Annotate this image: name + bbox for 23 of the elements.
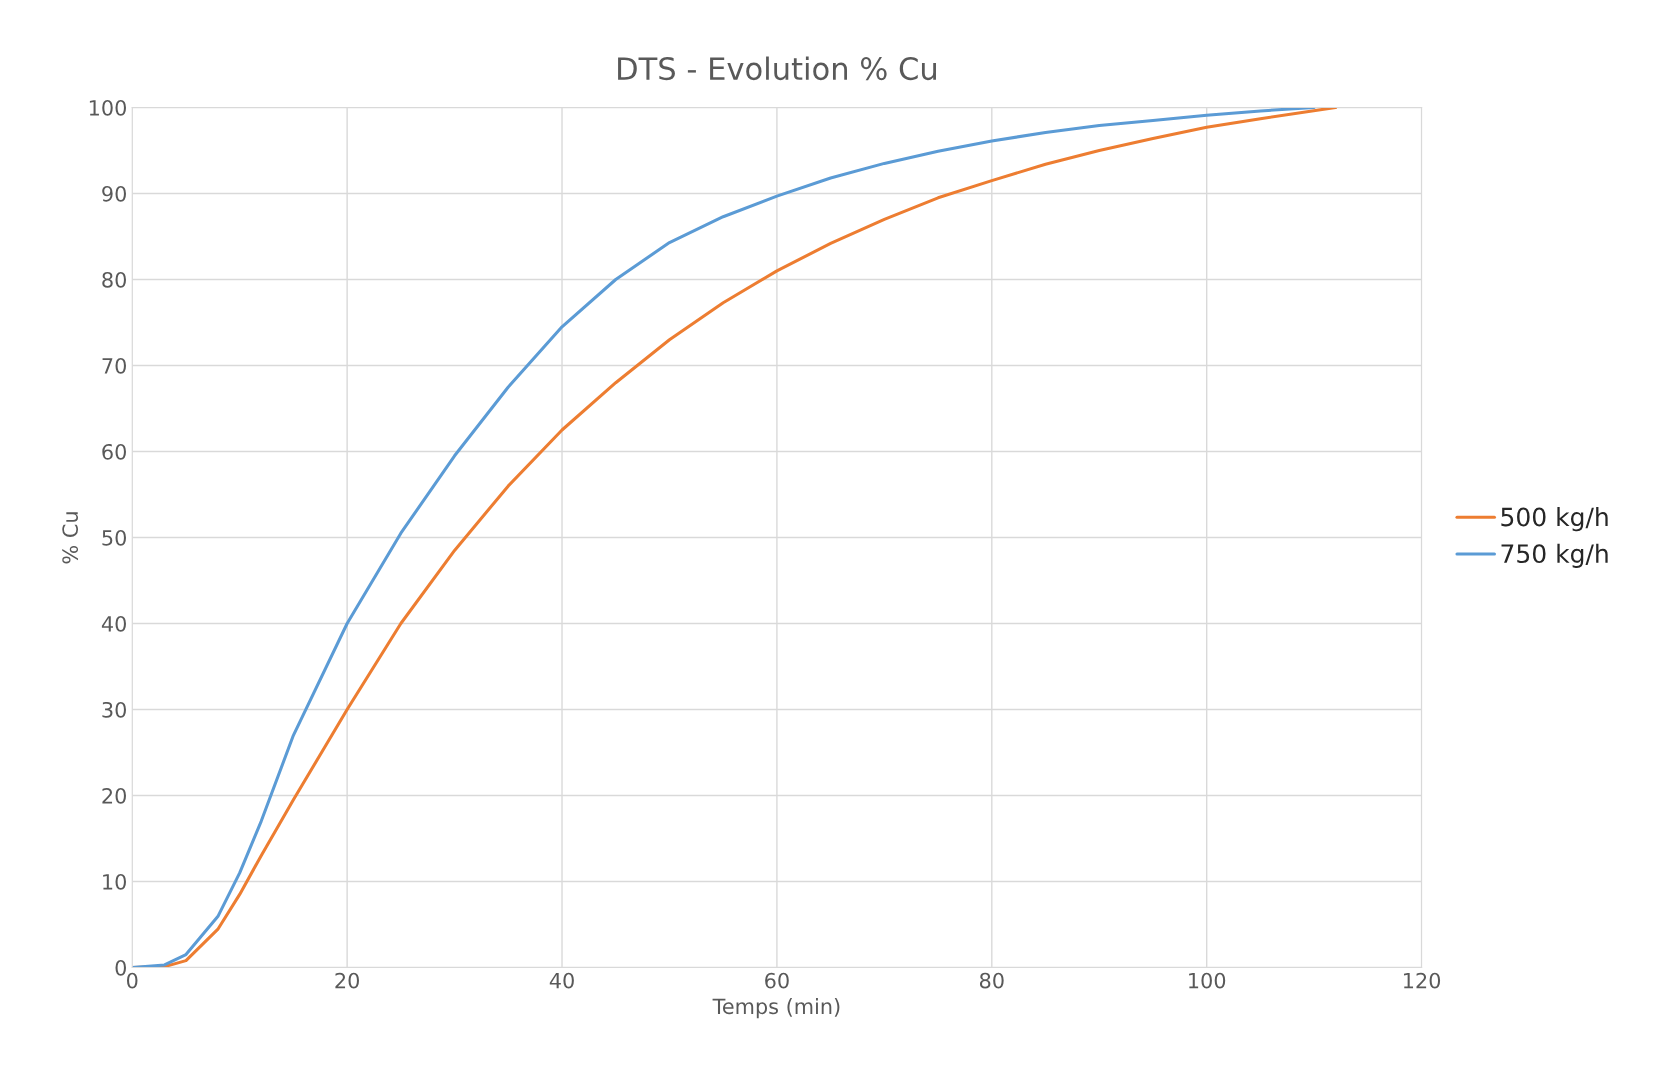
y-axis-title: % Cu (62, 512, 79, 564)
x-tick-label: 60 (765, 972, 789, 989)
x-tick-label: 120 (1403, 972, 1441, 989)
legend-label: 500 kg/h (1501, 507, 1608, 532)
x-tick-label: 20 (335, 972, 359, 989)
x-tick-label: 0 (126, 972, 138, 989)
chart-title: DTS - Evolution % Cu (618, 56, 936, 81)
y-tick-label: 50 (102, 529, 126, 546)
x-tick-label: 40 (549, 972, 574, 989)
y-tick-label: 80 (102, 271, 126, 288)
y-tick-label: 40 (101, 615, 126, 632)
x-axis-title: Temps (min) (712, 998, 840, 1019)
y-tick-label: 20 (102, 787, 126, 804)
y-tick-label: 100 (89, 99, 126, 116)
y-tick-label: 70 (102, 357, 126, 374)
x-tick-label: 80 (979, 972, 1004, 989)
y-tick-label: 10 (103, 873, 126, 890)
y-tick-label: 60 (102, 443, 126, 460)
x-tick-label: 100 (1189, 972, 1226, 989)
y-tick-label: 0 (115, 959, 126, 976)
y-tick-label: 90 (102, 185, 126, 202)
legend-label: 750 kg/h (1501, 543, 1608, 568)
y-tick-label: 30 (102, 701, 126, 718)
